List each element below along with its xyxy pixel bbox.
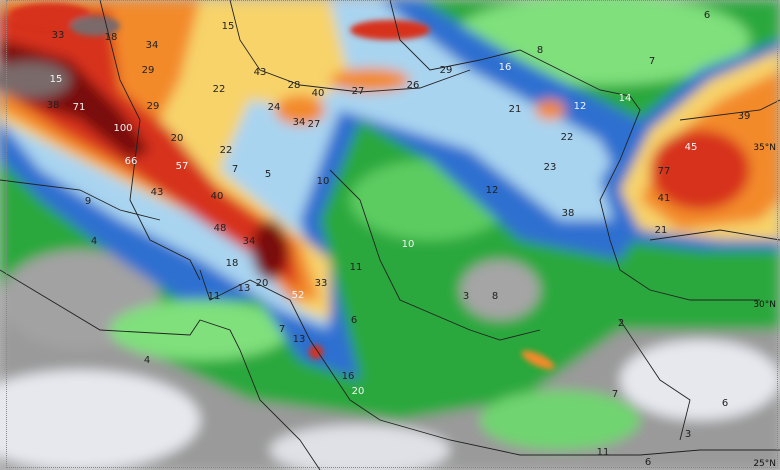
precip-value-label: 26 [406, 80, 420, 91]
precip-value-label: 33 [51, 30, 65, 41]
precip-value-label: 8 [536, 45, 544, 56]
precip-value-label: 9 [84, 196, 92, 207]
precip-value-label: 3 [684, 429, 692, 440]
precip-value-label: 100 [113, 123, 133, 134]
precip-value-label: 20 [255, 278, 269, 289]
precip-value-label: 20 [351, 386, 365, 397]
precip-value-label: 6 [350, 315, 358, 326]
precip-value-label: 33 [314, 278, 328, 289]
precip-value-label: 48 [213, 223, 227, 234]
precip-value-label: 15 [221, 21, 235, 32]
precip-value-label: 7 [648, 56, 656, 67]
precip-value-label: 57 [175, 161, 189, 172]
precip-value-label: 4 [90, 236, 98, 247]
precip-value-label: 29 [439, 65, 453, 76]
precip-value-label: 11 [207, 291, 221, 302]
precip-value-label: 4 [143, 355, 151, 366]
precip-value-label: 12 [485, 185, 499, 196]
precip-value-label: 13 [292, 334, 306, 345]
latitude-label: 25°N [753, 459, 776, 469]
precip-value-label: 18 [104, 32, 118, 43]
precip-value-label: 38 [561, 208, 575, 219]
precip-value-label: 34 [292, 117, 306, 128]
precip-value-label: 41 [657, 193, 671, 204]
precip-value-label: 2 [617, 318, 625, 329]
precip-value-label: 11 [596, 447, 610, 458]
precip-value-label: 29 [141, 65, 155, 76]
precip-value-label: 18 [225, 258, 239, 269]
precip-value-label: 22 [212, 84, 226, 95]
precip-value-label: 5 [264, 169, 272, 180]
precip-value-label: 66 [124, 156, 138, 167]
precip-value-label: 77 [657, 166, 671, 177]
precip-value-label: 22 [219, 145, 233, 156]
precip-value-label: 43 [150, 187, 164, 198]
precip-value-label: 7 [231, 164, 239, 175]
precip-value-label: 27 [351, 86, 365, 97]
precip-value-label: 7 [278, 324, 286, 335]
precip-value-label: 6 [721, 398, 729, 409]
precip-value-label: 39 [737, 111, 751, 122]
precip-value-label: 43 [253, 67, 267, 78]
precip-value-label: 45 [684, 142, 698, 153]
latitude-label: 30°N [753, 300, 776, 310]
precip-value-label: 29 [146, 101, 160, 112]
precip-value-label: 8 [491, 291, 499, 302]
precip-value-label: 6 [644, 457, 652, 468]
precip-value-label: 20 [170, 133, 184, 144]
precip-value-label: 11 [349, 262, 363, 273]
precip-value-label: 7 [611, 389, 619, 400]
precip-value-label: 16 [341, 371, 355, 382]
precip-value-label: 6 [703, 10, 711, 21]
precip-value-label: 38 [46, 100, 60, 111]
precip-value-label: 34 [242, 236, 256, 247]
precip-value-label: 12 [573, 101, 587, 112]
precip-value-label: 34 [145, 40, 159, 51]
precip-value-label: 21 [508, 104, 522, 115]
precip-value-label: 40 [311, 88, 325, 99]
precip-value-label: 22 [560, 132, 574, 143]
precip-value-label: 16 [498, 62, 512, 73]
precip-value-label: 52 [291, 290, 305, 301]
precip-value-label: 14 [618, 93, 632, 104]
precip-value-label: 3 [462, 291, 470, 302]
precip-value-label: 23 [543, 162, 557, 173]
latitude-label: 35°N [753, 143, 776, 153]
precip-value-label: 27 [307, 119, 321, 130]
precip-value-label: 10 [401, 239, 415, 250]
precip-value-label: 71 [72, 102, 86, 113]
precip-value-label: 28 [287, 80, 301, 91]
precip-value-label: 15 [49, 74, 63, 85]
precip-value-label: 21 [654, 225, 668, 236]
precip-value-label: 10 [316, 176, 330, 187]
precip-value-label: 24 [267, 102, 281, 113]
precip-value-label: 13 [237, 283, 251, 294]
precip-value-label: 40 [210, 191, 224, 202]
